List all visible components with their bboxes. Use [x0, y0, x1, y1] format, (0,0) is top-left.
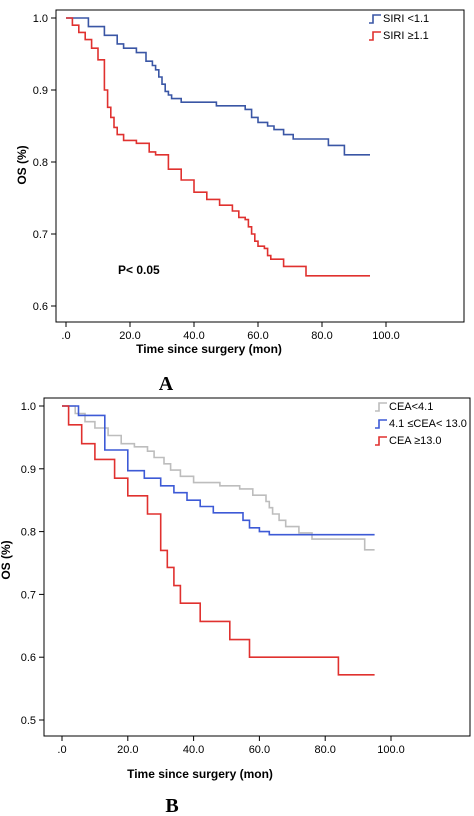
panel-a-y-tick-label: 0.7 — [33, 229, 48, 241]
panel-b-x-tick-label: .0 — [57, 744, 66, 756]
panel-a-x-ticks: .0 20.0 40.0 60.0 80.0 100.0 — [61, 322, 400, 342]
panel-b-y-tick-label: 0.5 — [21, 715, 36, 727]
panel-b-y-axis-title: OS (%) — [0, 540, 13, 579]
panel-a-legend-swatch — [369, 14, 381, 24]
panel-b-x-tick-label: 100.0 — [377, 744, 405, 756]
panel-b-label: B — [165, 795, 178, 816]
panel-b-legend-label: CEA<4.1 — [389, 401, 433, 413]
panel-b-series-line-3 — [62, 405, 375, 676]
panel-a-x-tick-label: .0 — [61, 330, 70, 342]
panel-a-y-tick-label: 0.9 — [33, 85, 48, 97]
panel-a-x-tick-label: 20.0 — [119, 330, 140, 342]
panel-b-legend-label: CEA ≥13.0 — [389, 435, 442, 447]
panel-a-y-tick-label: 0.6 — [33, 301, 48, 313]
panel-b-series — [62, 405, 375, 676]
panel-a-legend: SIRI <1.1 SIRI ≥1.1 — [369, 13, 429, 42]
panel-a-x-tick-label: 40.0 — [183, 330, 204, 342]
panel-a-x-tick-label: 80.0 — [311, 330, 332, 342]
panel-b-y-tick-label: 0.9 — [21, 464, 36, 476]
panel-a-legend-label: SIRI <1.1 — [383, 13, 429, 25]
panel-b-series-line-1 — [62, 405, 375, 551]
panel-a-legend-label: SIRI ≥1.1 — [383, 30, 429, 42]
panel-b-legend-swatch — [375, 402, 387, 412]
panel-b-legend-item: CEA<4.1 — [375, 401, 433, 413]
panel-b-legend-swatch — [375, 436, 387, 446]
panel-b-x-axis-title: Time since surgery (mon) — [127, 767, 273, 781]
panel-a-p-value: P< 0.05 — [118, 263, 160, 277]
panel-b-legend-swatch — [375, 419, 387, 429]
panel-b-legend-item: 4.1 ≤CEA< 13.0 — [375, 418, 467, 430]
panel-a-legend-item: SIRI ≥1.1 — [369, 30, 429, 42]
panel-a-series-line-1 — [66, 17, 370, 156]
panel-b-frame — [43, 397, 471, 737]
panel-b-y-tick-label: 0.8 — [21, 527, 36, 539]
panel-b-x-tick-label: 80.0 — [314, 744, 335, 756]
panel-b-legend-item: CEA ≥13.0 — [375, 435, 442, 447]
panel-a-y-tick-label: 0.8 — [33, 157, 48, 169]
panel-a-frame — [55, 9, 465, 323]
panel-a-x-tick-label: 60.0 — [247, 330, 268, 342]
panel-a-y-ticks: 0.6 0.7 0.8 0.9 1.0 — [33, 13, 56, 313]
panel-b-legend: CEA<4.1 4.1 ≤CEA< 13.0 CEA ≥13.0 — [375, 401, 467, 447]
panel-b-legend-label: 4.1 ≤CEA< 13.0 — [389, 418, 467, 430]
panel-b: 0.5 0.6 0.7 0.8 0.9 1.0 .0 20.0 40.0 60.0 80.0 100… — [0, 397, 471, 816]
panel-b-y-tick-label: 0.6 — [21, 652, 36, 664]
panel-b-series-line-2 — [62, 405, 375, 536]
panel-a-label: A — [159, 373, 174, 395]
panel-a-y-tick-label: 1.0 — [33, 13, 48, 25]
panel-b-y-tick-label: 0.7 — [21, 589, 36, 601]
panel-a-y-axis-title: OS (%) — [15, 145, 29, 184]
panel-a-x-axis-title: Time since surgery (mon) — [136, 342, 282, 356]
panel-b-y-ticks: 0.5 0.6 0.7 0.8 0.9 1.0 — [21, 401, 44, 727]
panel-b-x-tick-label: 40.0 — [183, 744, 204, 756]
panel-a-legend-swatch — [369, 31, 381, 41]
panel-a-legend-item: SIRI <1.1 — [369, 13, 429, 25]
panel-b-x-tick-label: 60.0 — [249, 744, 270, 756]
panel-a-x-tick-label: 100.0 — [372, 330, 400, 342]
panel-b-y-tick-label: 1.0 — [21, 401, 36, 413]
panel-a-series — [66, 17, 370, 277]
panel-a: 0.60.70.80.91.0 .0 20.0 40.0 60.0 80.0 100.0 … — [15, 9, 465, 395]
panel-a-series-line-2 — [66, 17, 370, 277]
panel-b-x-tick-label: 20.0 — [117, 744, 138, 756]
panel-b-x-ticks: .0 20.0 40.0 60.0 80.0 100.0 — [57, 736, 405, 756]
